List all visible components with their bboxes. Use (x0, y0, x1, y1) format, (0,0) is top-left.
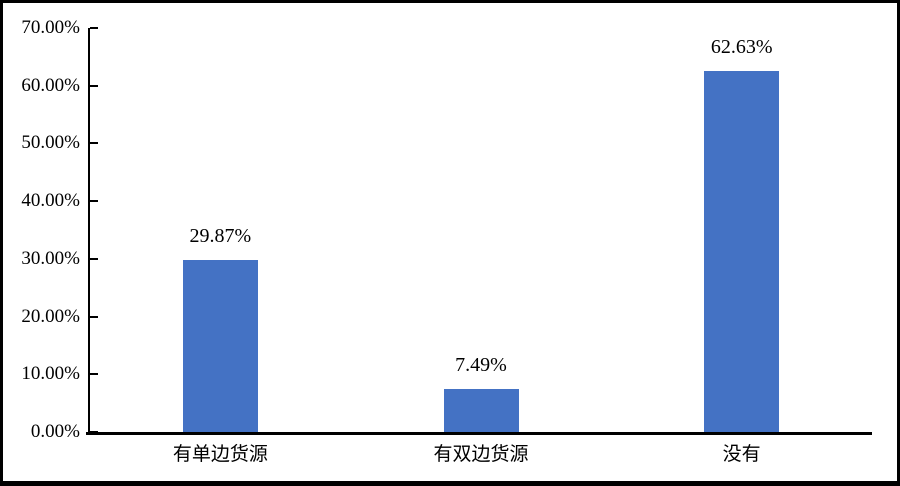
y-tick-label: 70.00% (21, 17, 80, 38)
y-tick-label: 60.00% (21, 74, 80, 96)
category-label: 没有 (722, 444, 761, 465)
y-tick-mark (90, 257, 98, 260)
category-label: 有单边货源 (172, 444, 268, 465)
y-tick-mark (90, 431, 98, 433)
y-tick-mark (90, 373, 98, 376)
y-tick-mark (90, 200, 98, 203)
y-tick-label: 20.00% (21, 305, 80, 327)
bar-data-label: 29.87% (189, 224, 252, 247)
y-tick-mark (90, 84, 98, 87)
y-axis-line (88, 28, 90, 434)
x-axis-line (86, 432, 872, 435)
bar (443, 388, 519, 432)
plot-area: 0.00% 10.00% 20.00% 30.00% 40.00% 50.00% 60.00… (3, 3, 897, 481)
y-tick-label: 30.00% (21, 247, 80, 269)
y-tick-mark (90, 27, 98, 29)
y-tick-label: 10.00% (21, 363, 80, 385)
y-tick-label: 40.00% (21, 190, 80, 212)
category-label: 有双边货源 (433, 444, 529, 465)
y-tick-label: 0.00% (30, 421, 80, 442)
y-tick-mark (90, 142, 98, 145)
bar (704, 70, 780, 432)
bar (182, 259, 258, 432)
bar-data-label: 7.49% (455, 353, 507, 376)
y-tick-label: 50.00% (21, 132, 80, 154)
y-tick-mark (90, 315, 98, 318)
bar-data-label: 62.63% (710, 35, 773, 58)
